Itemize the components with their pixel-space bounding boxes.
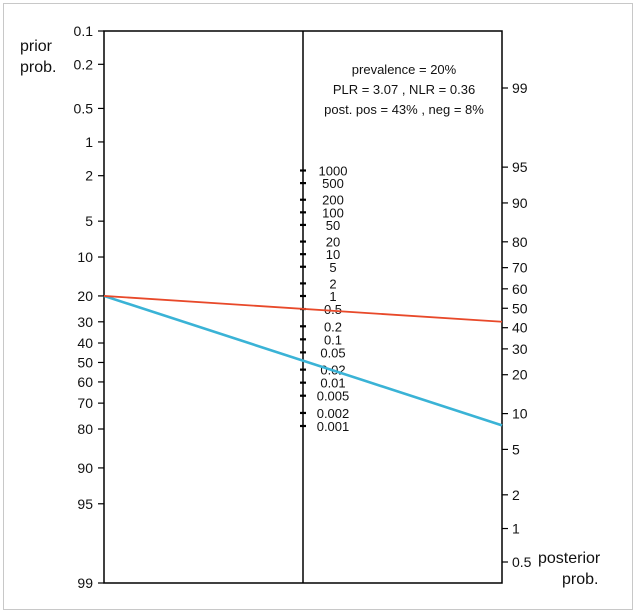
right-axis-title-line1: posterior xyxy=(538,550,601,567)
left-tick-label-40: 40 xyxy=(77,335,93,351)
left-tick-label-70: 70 xyxy=(77,395,93,411)
right-tick-label-10: 10 xyxy=(512,406,528,422)
lr-tick-label-1: 1 xyxy=(329,289,336,304)
lr-tick-label-1000: 1000 xyxy=(319,164,348,179)
left-tick-label-0-5: 0.5 xyxy=(74,100,94,116)
right-tick-label-0-5: 0.5 xyxy=(512,554,532,570)
lr-tick-label-20: 20 xyxy=(326,235,340,250)
lr-tick-label-0-05: 0.05 xyxy=(320,345,345,360)
right-tick-label-1: 1 xyxy=(512,521,520,537)
left-axis-title-line2: prob. xyxy=(20,59,56,76)
left-tick-label-0-1: 0.1 xyxy=(74,23,94,39)
lr-tick-label-5: 5 xyxy=(329,260,336,275)
lr-tick-label-0-2: 0.2 xyxy=(324,319,342,334)
left-tick-label-10: 10 xyxy=(77,249,93,265)
lr-tick-label-50: 50 xyxy=(326,218,340,233)
right-tick-label-60: 60 xyxy=(512,281,528,297)
lr-tick-label-10: 10 xyxy=(326,247,340,262)
right-tick-label-5: 5 xyxy=(512,441,520,457)
left-tick-label-5: 5 xyxy=(85,213,93,229)
lr-tick-label-2: 2 xyxy=(329,276,336,291)
right-tick-label-90: 90 xyxy=(512,195,528,211)
series-lines xyxy=(103,294,503,427)
left-tick-label-30: 30 xyxy=(77,314,93,330)
left-tick-label-0-2: 0.2 xyxy=(74,56,94,72)
left-tick-label-50: 50 xyxy=(77,354,93,370)
left-tick-label-90: 90 xyxy=(77,460,93,476)
right-tick-label-50: 50 xyxy=(512,300,528,316)
left-tick-label-60: 60 xyxy=(77,374,93,390)
annotation-likelihood-ratios: PLR = 3.07 , NLR = 0.36 xyxy=(333,82,475,97)
right-tick-label-20: 20 xyxy=(512,367,528,383)
lr-tick-label-0-001: 0.001 xyxy=(317,419,350,434)
right-axis-ticks: 99 95 90 80 70 60 50 40 30 20 10 5 2 1 0.5 xyxy=(502,80,532,570)
left-tick-label-1: 1 xyxy=(85,134,93,150)
lr-tick-label-0-1: 0.1 xyxy=(324,332,342,347)
right-tick-label-99: 99 xyxy=(512,80,528,96)
chart-frame xyxy=(3,3,633,610)
lr-tick-label-500: 500 xyxy=(322,176,344,191)
right-tick-label-2: 2 xyxy=(512,487,520,503)
lr-tick-label-0-01: 0.01 xyxy=(320,376,345,391)
lr-tick-label-100: 100 xyxy=(322,205,344,220)
annotation-posterior-results: post. pos = 43% , neg = 8% xyxy=(324,102,484,117)
annotation-prevalence: prevalence = 20% xyxy=(352,62,457,77)
lr-tick-label-200: 200 xyxy=(322,193,344,208)
right-tick-label-70: 70 xyxy=(512,260,528,276)
right-tick-label-30: 30 xyxy=(512,341,528,357)
left-tick-label-95: 95 xyxy=(77,496,93,512)
lr-tick-label-0-005: 0.005 xyxy=(317,389,350,404)
left-tick-label-2: 2 xyxy=(85,168,93,184)
right-tick-label-95: 95 xyxy=(512,159,528,175)
middle-axis-ticks: 10005002001005020105210.50.20.10.050.020… xyxy=(300,164,350,434)
right-tick-label-80: 80 xyxy=(512,234,528,250)
series-line-2 xyxy=(103,295,503,323)
lr-tick-label-0-002: 0.002 xyxy=(317,406,350,421)
left-tick-label-20: 20 xyxy=(77,288,93,304)
series-line-1 xyxy=(103,294,503,427)
left-axis-ticks: 0.1 0.2 0.5 1 2 5 10 20 30 40 50 60 70 80 90 95 99 xyxy=(74,23,104,591)
left-tick-label-99: 99 xyxy=(77,575,93,591)
left-axis-title-line1: prior xyxy=(20,38,53,55)
left-tick-label-80: 80 xyxy=(77,421,93,437)
lr-tick-label-0-5: 0.5 xyxy=(324,302,342,317)
right-tick-label-40: 40 xyxy=(512,320,528,336)
right-axis-title-line2: prob. xyxy=(562,571,598,588)
